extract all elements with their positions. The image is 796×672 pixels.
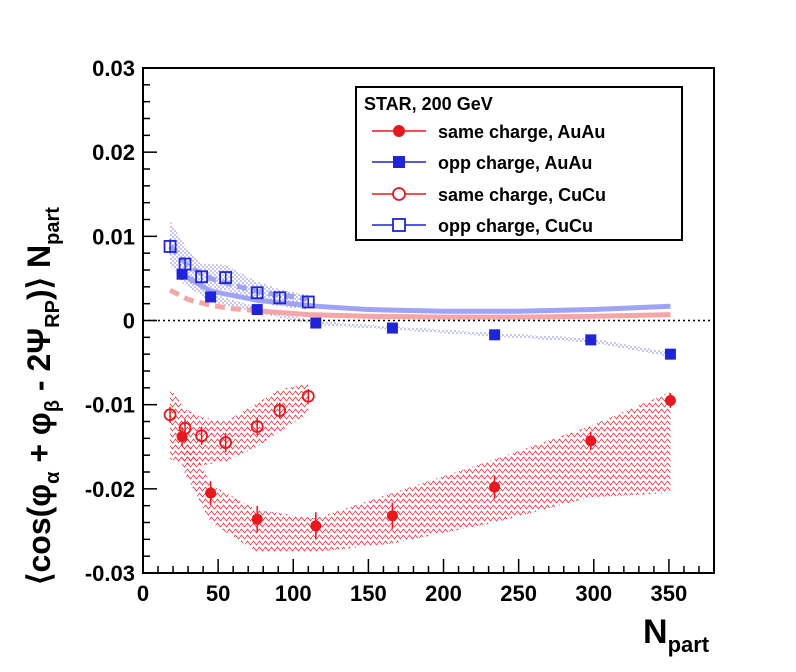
model-curve-solid-1	[180, 272, 671, 314]
axis-ticks	[142, 67, 715, 574]
y-axis-title: ⟨cos(φα + φβ - 2ΨRP)⟩ Npart	[21, 207, 64, 585]
data-point	[250, 286, 264, 300]
data-point	[273, 404, 287, 417]
data-point	[386, 322, 398, 334]
y-tick-label: 0.01	[92, 224, 135, 249]
y-tick-label: 0	[123, 309, 135, 334]
x-axis-title-sub: part	[668, 632, 710, 657]
data-point	[585, 435, 597, 447]
legend-marker-filled-circle	[393, 125, 405, 137]
data-point	[219, 271, 233, 284]
legend-box	[355, 86, 683, 241]
legend-marker-open-circle	[392, 187, 406, 201]
legend: STAR, 200 GeV same charge, AuAu opp char…	[355, 86, 683, 241]
legend-marker-open-square	[392, 218, 406, 232]
legend-label: opp charge, AuAu	[438, 153, 592, 173]
y-title-sub-rp: RP	[42, 300, 64, 328]
data-point	[250, 420, 264, 433]
y-tick-label: -0.02	[85, 477, 135, 502]
legend-entry-same-auau: same charge, AuAu	[372, 122, 605, 142]
legend-entry-opp-cucu: opp charge, CuCu	[372, 216, 593, 236]
data-point	[664, 348, 676, 360]
data-point	[195, 429, 209, 443]
x-tick-label: 0	[137, 581, 149, 606]
x-tick-label: 50	[206, 581, 230, 606]
x-tick-label: 250	[500, 581, 537, 606]
data-point	[489, 481, 501, 493]
y-title-part-2: + φ	[21, 412, 57, 471]
error-band-0	[182, 392, 671, 552]
y-tick-label: -0.03	[85, 561, 135, 586]
x-tick-label: 300	[575, 581, 612, 606]
error-band-1	[182, 268, 671, 357]
y-title-sub-part: part	[42, 207, 64, 245]
y-tick-label: 0.03	[92, 56, 135, 81]
data-points	[163, 239, 676, 540]
data-point	[205, 291, 217, 303]
data-point	[489, 329, 501, 341]
x-tick-label: 200	[425, 581, 462, 606]
y-tick-label: 0.02	[92, 140, 135, 165]
data-point	[195, 270, 209, 284]
data-point	[386, 510, 398, 522]
data-point	[310, 520, 322, 532]
data-point	[251, 304, 263, 316]
data-point	[301, 389, 315, 403]
y-tick-label: -0.01	[85, 393, 135, 418]
y-title-sub-beta: β	[42, 400, 64, 412]
data-point	[219, 436, 233, 449]
legend-marker-filled-square	[393, 156, 405, 168]
legend-label: same charge, CuCu	[438, 185, 606, 205]
data-point	[664, 394, 676, 406]
y-title-part-1: ⟨cos(φ	[21, 484, 57, 585]
y-title-part-4: )⟩ N	[21, 245, 57, 300]
axis-tick-labels: 0 50 100 150 200 250 300 350 -0.03 -0.02 -0.01 0 0.0…	[85, 56, 687, 606]
legend-entry-same-cucu: same charge, CuCu	[372, 185, 606, 205]
data-point	[163, 240, 177, 253]
data-point	[273, 291, 287, 305]
data-point	[301, 295, 315, 309]
x-tick-label: 350	[651, 581, 688, 606]
data-point	[205, 487, 217, 499]
x-axis-title-main: N	[643, 613, 668, 651]
data-point	[178, 257, 192, 271]
legend-entry-opp-auau: opp charge, AuAu	[372, 153, 592, 173]
legend-label: same charge, AuAu	[438, 122, 605, 142]
error-band-2	[170, 383, 309, 466]
data-point	[251, 513, 263, 525]
data-point	[585, 334, 597, 346]
model-curve-solid-0	[263, 308, 671, 320]
y-title-sub-alpha: α	[42, 471, 64, 484]
data-point	[163, 408, 177, 422]
data-point	[178, 421, 192, 435]
data-point	[176, 268, 188, 280]
legend-label: opp charge, CuCu	[438, 216, 593, 236]
data-point	[310, 317, 322, 329]
legend-title: STAR, 200 GeV	[364, 94, 493, 114]
x-axis-title: Npart	[643, 613, 710, 657]
y-title-part-3: - 2Ψ	[21, 328, 57, 400]
x-tick-label: 100	[275, 581, 312, 606]
x-tick-label: 150	[350, 581, 387, 606]
